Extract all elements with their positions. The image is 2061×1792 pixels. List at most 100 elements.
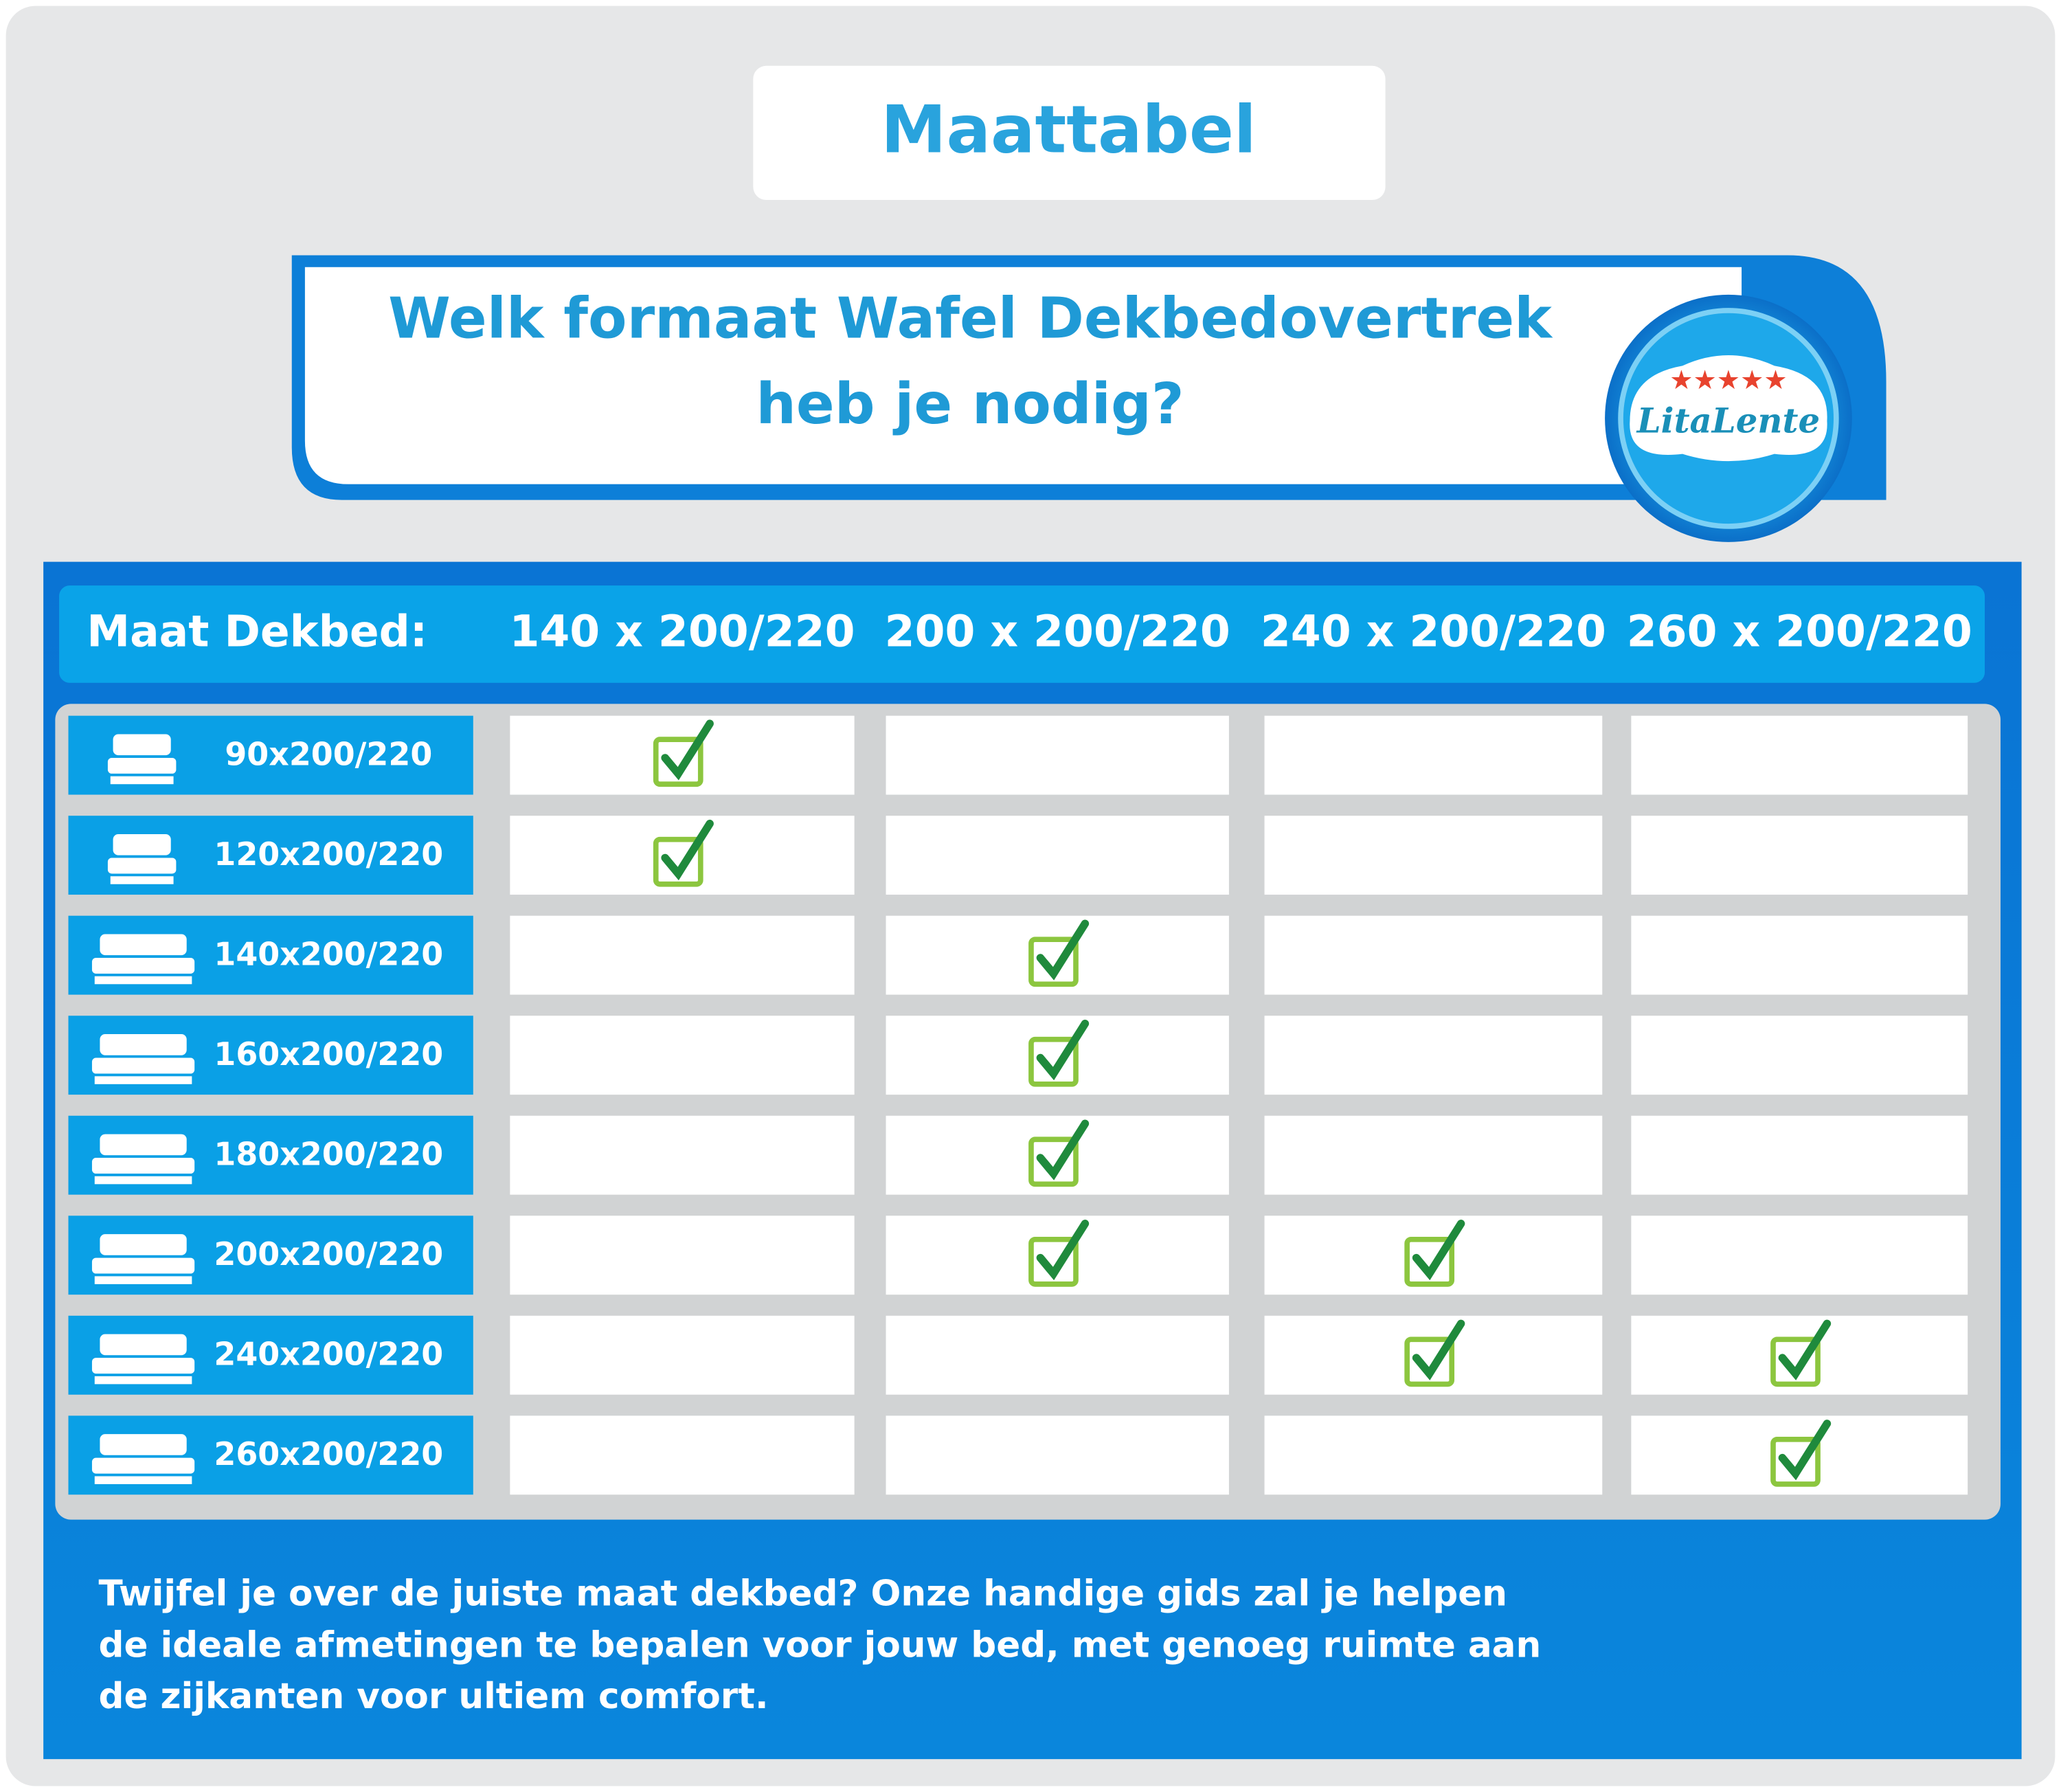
checkmark — [1404, 1220, 1465, 1287]
bed-icon — [100, 1434, 187, 1455]
cell — [1631, 816, 1968, 895]
bed-icon — [94, 1476, 192, 1484]
checkmark — [653, 719, 714, 787]
footer-text: de ideale afmetingen te bepalen voor jou… — [98, 1624, 1541, 1666]
cell — [886, 1315, 1229, 1395]
question: Welk formaat Wafel Dekbedovertrek — [388, 287, 1553, 352]
bed-icon — [100, 1134, 187, 1156]
check-box — [653, 737, 703, 787]
bed-icon — [91, 1257, 195, 1274]
cell — [510, 915, 855, 995]
cell — [1631, 915, 1968, 995]
check-tick — [1412, 1220, 1465, 1281]
cell — [510, 1315, 855, 1395]
row-label: 260x200/220 — [214, 1435, 443, 1472]
bed-icon — [94, 1376, 192, 1385]
row-label: 200x200/220 — [214, 1235, 443, 1273]
check-tick — [1036, 1119, 1090, 1180]
checkmark — [1028, 1019, 1090, 1087]
bed-icon — [94, 1276, 192, 1284]
bed-icon — [94, 976, 192, 985]
check-tick — [1778, 1319, 1832, 1380]
logo-stars: ★★★★★ — [1669, 365, 1787, 396]
bed-icon — [94, 1076, 192, 1084]
cell — [886, 1415, 1229, 1495]
check-box — [1028, 1036, 1079, 1087]
cell — [886, 816, 1229, 895]
question: heb je nodig? — [756, 372, 1184, 437]
bed-icon — [100, 1034, 187, 1055]
bed-icon — [110, 776, 174, 785]
logo-text: LitaLente — [1636, 401, 1820, 441]
check-tick — [1036, 1220, 1090, 1281]
grid-area — [55, 704, 2001, 1520]
bed-icon — [107, 757, 177, 774]
column-header: 260 x 200/220 — [1627, 606, 1972, 657]
bed-icon — [91, 1457, 195, 1474]
checkmark — [1028, 919, 1090, 987]
row-label: 180x200/220 — [214, 1136, 443, 1173]
cell — [1631, 1115, 1968, 1195]
bed-icon — [113, 834, 171, 855]
title-box — [753, 65, 1386, 201]
footer-text: Twijfel je over de juiste maat dekbed? O… — [98, 1573, 1507, 1615]
column-header: 200 x 200/220 — [885, 606, 1230, 657]
check-tick — [661, 719, 714, 781]
cell — [1631, 1216, 1968, 1295]
checkmark — [1770, 1319, 1832, 1387]
header-bar — [59, 585, 1985, 683]
checkmark — [653, 819, 714, 887]
checkmark — [1770, 1420, 1832, 1487]
bed-icon — [110, 876, 174, 884]
check-box — [1770, 1436, 1821, 1487]
check-tick — [1412, 1319, 1465, 1380]
check-box — [653, 836, 703, 887]
check-tick — [661, 819, 714, 881]
cell — [1264, 915, 1603, 995]
check-box — [1404, 1236, 1455, 1287]
check-box — [1028, 1136, 1079, 1187]
cell — [510, 1216, 855, 1295]
row-label: 240x200/220 — [214, 1336, 443, 1373]
bed-icon — [94, 1176, 192, 1185]
bed-icon — [100, 1334, 187, 1356]
checkmark — [1028, 1119, 1090, 1187]
cell — [1631, 715, 1968, 795]
checkmark — [1404, 1319, 1465, 1387]
bed-icon — [91, 957, 195, 974]
question-box — [304, 267, 1742, 484]
row-label: 160x200/220 — [214, 1035, 443, 1073]
bed-icon — [113, 734, 171, 756]
bed-icon — [100, 934, 187, 956]
checkmark — [1028, 1220, 1090, 1287]
column-header: 240 x 200/220 — [1261, 606, 1606, 657]
check-tick — [1036, 1019, 1090, 1081]
footer-text: de zijkanten voor ultiem comfort. — [98, 1676, 768, 1717]
bed-icon — [91, 1158, 195, 1174]
bed-icon — [91, 1057, 195, 1074]
column-header: 140 x 200/220 — [509, 606, 855, 657]
check-tick — [1778, 1420, 1832, 1481]
row-label: 90x200/220 — [225, 736, 432, 773]
check-tick — [1036, 919, 1090, 981]
bed-icon — [107, 858, 177, 874]
cell — [1264, 816, 1603, 895]
row-label: 140x200/220 — [214, 936, 443, 973]
check-box — [1028, 1236, 1079, 1287]
cell — [886, 715, 1229, 795]
cell — [1264, 715, 1603, 795]
cell — [1631, 1016, 1968, 1095]
header-corner: Maat Dekbed: — [87, 606, 427, 657]
cell — [510, 1415, 855, 1495]
title: Maattabel — [881, 91, 1256, 168]
bed-icon — [100, 1234, 187, 1255]
cell — [510, 1115, 855, 1195]
check-box — [1028, 937, 1079, 987]
cell — [1264, 1016, 1603, 1095]
bed-icon — [91, 1358, 195, 1374]
cell — [1264, 1115, 1603, 1195]
row-label: 120x200/220 — [214, 836, 443, 873]
check-box — [1404, 1336, 1455, 1387]
